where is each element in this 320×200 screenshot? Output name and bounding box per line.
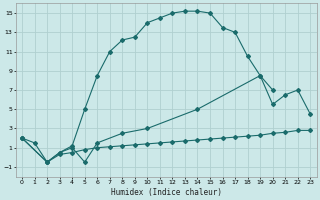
X-axis label: Humidex (Indice chaleur): Humidex (Indice chaleur) [111,188,222,197]
